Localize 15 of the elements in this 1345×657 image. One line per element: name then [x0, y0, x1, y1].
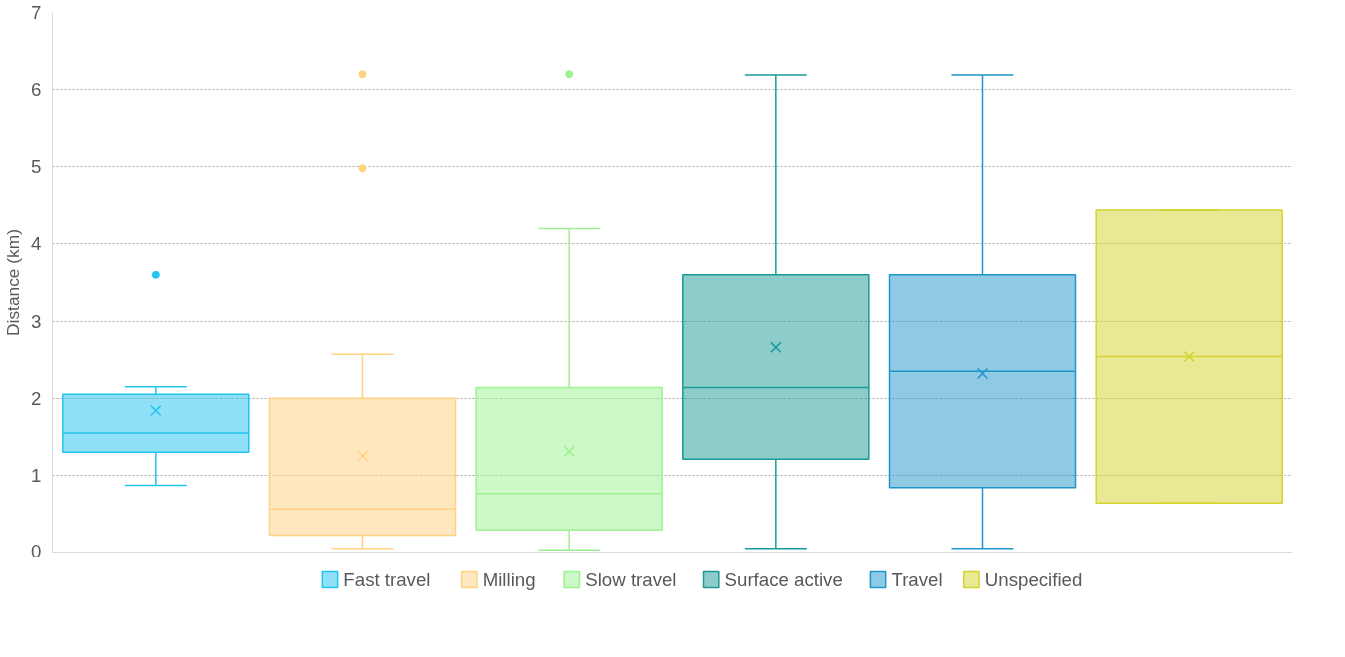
y-tick-label: 1	[31, 464, 42, 486]
legend-label: Fast travel	[343, 569, 431, 590]
y-tick-label: 5	[31, 156, 42, 178]
y-tick-label: 4	[31, 233, 42, 255]
legend-label: Travel	[891, 569, 943, 590]
y-tick-label: 2	[31, 387, 42, 409]
y-axis-title: Distance (km)	[3, 229, 24, 336]
legend-label: Surface active	[724, 569, 843, 590]
y-tick-label: 0	[31, 540, 42, 562]
legend-label: Milling	[482, 569, 536, 590]
legend-label: Slow travel	[585, 569, 677, 590]
legend-label: Unspecified	[984, 569, 1083, 590]
y-tick-label: 6	[31, 79, 42, 101]
y-tick-label: 3	[31, 310, 42, 332]
y-tick-label: 7	[31, 2, 42, 23]
